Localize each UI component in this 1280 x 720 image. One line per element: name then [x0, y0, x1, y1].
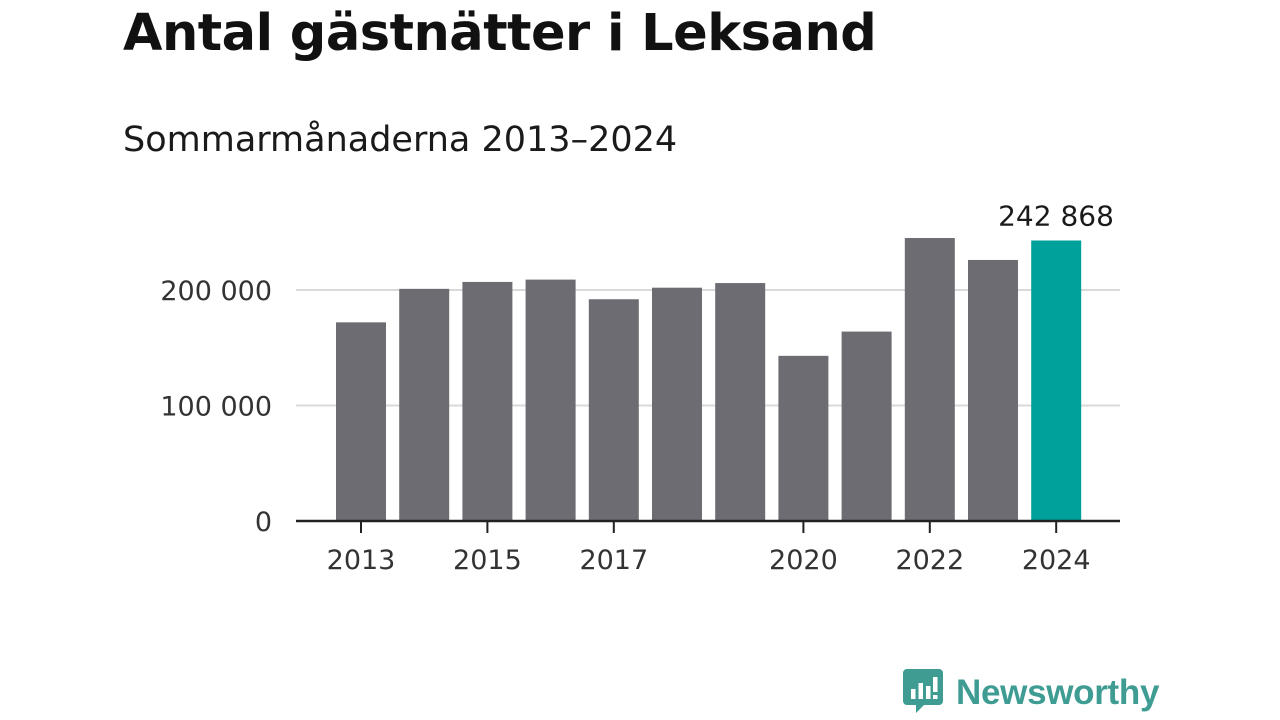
y-tick-label: 0	[255, 507, 272, 538]
axes	[296, 519, 1120, 533]
newsworthy-logo[interactable]: Newsworthy	[902, 668, 1160, 718]
bar-2018	[652, 287, 702, 521]
bar-2019	[715, 283, 766, 521]
logo-text: Newsworthy	[956, 673, 1160, 712]
labels: 0 100 000 200 000 2013 2015 2017 2020 2022 2024 2…	[160, 199, 1114, 576]
x-tick-label: 2015	[453, 545, 522, 576]
bar-2020	[778, 355, 829, 521]
bar-2021	[841, 331, 892, 521]
bar-2024	[1031, 240, 1082, 521]
bar-2023	[968, 259, 1018, 521]
bar-2014	[399, 288, 450, 521]
x-tick-label: 2017	[579, 545, 648, 576]
bars	[336, 238, 1082, 521]
x-tick-label: 2020	[769, 545, 838, 576]
bar-2017	[588, 299, 639, 521]
y-tick-label: 200 000	[160, 276, 272, 307]
newsworthy-bar-chart-icon	[902, 668, 944, 718]
chart-subtitle: Sommarmånaderna 2013–2024	[123, 120, 678, 160]
x-tick-label: 2024	[1022, 545, 1091, 576]
x-tick-label: 2013	[327, 545, 396, 576]
bar-2016	[525, 279, 576, 521]
data-label: 242 868	[998, 199, 1114, 232]
bar-2022	[904, 238, 955, 521]
bar-2015	[462, 281, 513, 521]
chart-title: Antal gästnätter i Leksand	[123, 4, 877, 63]
x-tick-label: 2022	[895, 545, 964, 576]
bar-2013	[336, 322, 386, 521]
y-tick-label: 100 000	[160, 392, 272, 423]
